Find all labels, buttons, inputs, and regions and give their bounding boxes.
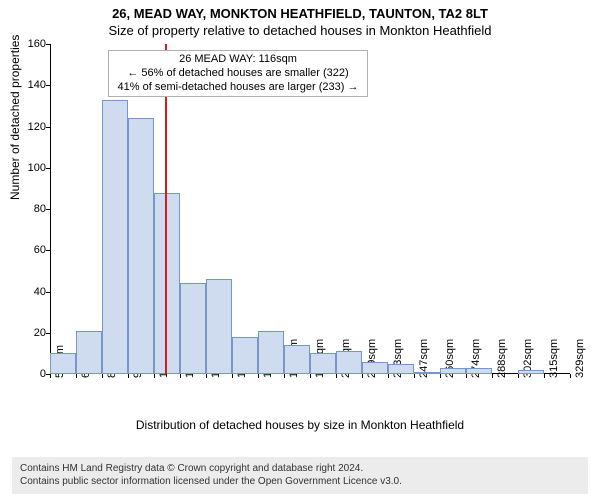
histogram-chart: 02040608010012014016055sqm68sqm82sqm96sq… (50, 44, 570, 374)
y-tick-mark (46, 333, 50, 334)
x-tick-mark (258, 374, 259, 378)
x-tick-mark (232, 374, 233, 378)
histogram-bar (284, 345, 310, 374)
y-axis-line (50, 44, 51, 374)
x-tick-mark (50, 374, 51, 378)
histogram-bar (206, 279, 232, 374)
y-tick-mark (46, 292, 50, 293)
histogram-bar (414, 372, 440, 374)
info-box-line1: 26 MEAD WAY: 116sqm (115, 53, 361, 67)
x-tick-label: 329sqm (574, 339, 586, 378)
y-tick-label: 160 (28, 38, 46, 50)
histogram-bar (362, 362, 388, 374)
histogram-bar (466, 368, 492, 374)
footer-line1: Contains HM Land Registry data © Crown c… (20, 463, 580, 476)
histogram-bar (232, 337, 258, 374)
histogram-bar (154, 193, 180, 375)
x-tick-label: 288sqm (496, 339, 508, 378)
y-tick-label: 120 (28, 121, 46, 133)
histogram-bar (102, 100, 128, 374)
x-tick-mark (102, 374, 103, 378)
y-tick-mark (46, 168, 50, 169)
x-tick-mark (154, 374, 155, 378)
x-tick-mark (76, 374, 77, 378)
info-box-line2: ← 56% of detached houses are smaller (32… (115, 67, 361, 81)
x-tick-mark (128, 374, 129, 378)
x-tick-mark (310, 374, 311, 378)
histogram-bar (310, 353, 336, 374)
histogram-bar (336, 351, 362, 374)
y-tick-mark (46, 250, 50, 251)
page-subtitle: Size of property relative to detached ho… (0, 21, 600, 38)
marker-info-box: 26 MEAD WAY: 116sqm ← 56% of detached ho… (108, 50, 368, 97)
y-tick-label: 80 (34, 203, 46, 215)
y-tick-mark (46, 209, 50, 210)
x-tick-mark (414, 374, 415, 378)
info-box-line3: 41% of semi-detached houses are larger (… (115, 81, 361, 95)
x-tick-mark (440, 374, 441, 378)
histogram-bar (440, 368, 466, 374)
x-tick-mark (180, 374, 181, 378)
y-tick-mark (46, 127, 50, 128)
histogram-bar (180, 283, 206, 374)
x-tick-mark (336, 374, 337, 378)
x-tick-mark (492, 374, 493, 378)
x-tick-mark (466, 374, 467, 378)
x-tick-mark (388, 374, 389, 378)
x-tick-mark (362, 374, 363, 378)
y-tick-mark (46, 44, 50, 45)
histogram-bar (128, 118, 154, 374)
x-tick-mark (544, 374, 545, 378)
histogram-bar (76, 331, 102, 374)
histogram-bar (518, 370, 544, 374)
histogram-bar (258, 331, 284, 374)
footer-line2: Contains public sector information licen… (20, 476, 580, 489)
x-tick-mark (206, 374, 207, 378)
x-tick-mark (284, 374, 285, 378)
y-tick-label: 140 (28, 79, 46, 91)
x-axis-title: Distribution of detached houses by size … (0, 418, 600, 432)
y-axis-label: Number of detached properties (8, 35, 22, 200)
x-tick-mark (518, 374, 519, 378)
y-tick-label: 60 (34, 244, 46, 256)
y-tick-label: 100 (28, 162, 46, 174)
page-title: 26, MEAD WAY, MONKTON HEATHFIELD, TAUNTO… (0, 0, 600, 21)
y-tick-label: 40 (34, 286, 46, 298)
y-tick-mark (46, 85, 50, 86)
x-tick-label: 315sqm (548, 339, 560, 378)
x-tick-mark (570, 374, 571, 378)
histogram-bar (50, 353, 76, 374)
attribution-footer: Contains HM Land Registry data © Crown c… (12, 457, 588, 494)
y-tick-label: 20 (34, 327, 46, 339)
histogram-bar (388, 364, 414, 374)
